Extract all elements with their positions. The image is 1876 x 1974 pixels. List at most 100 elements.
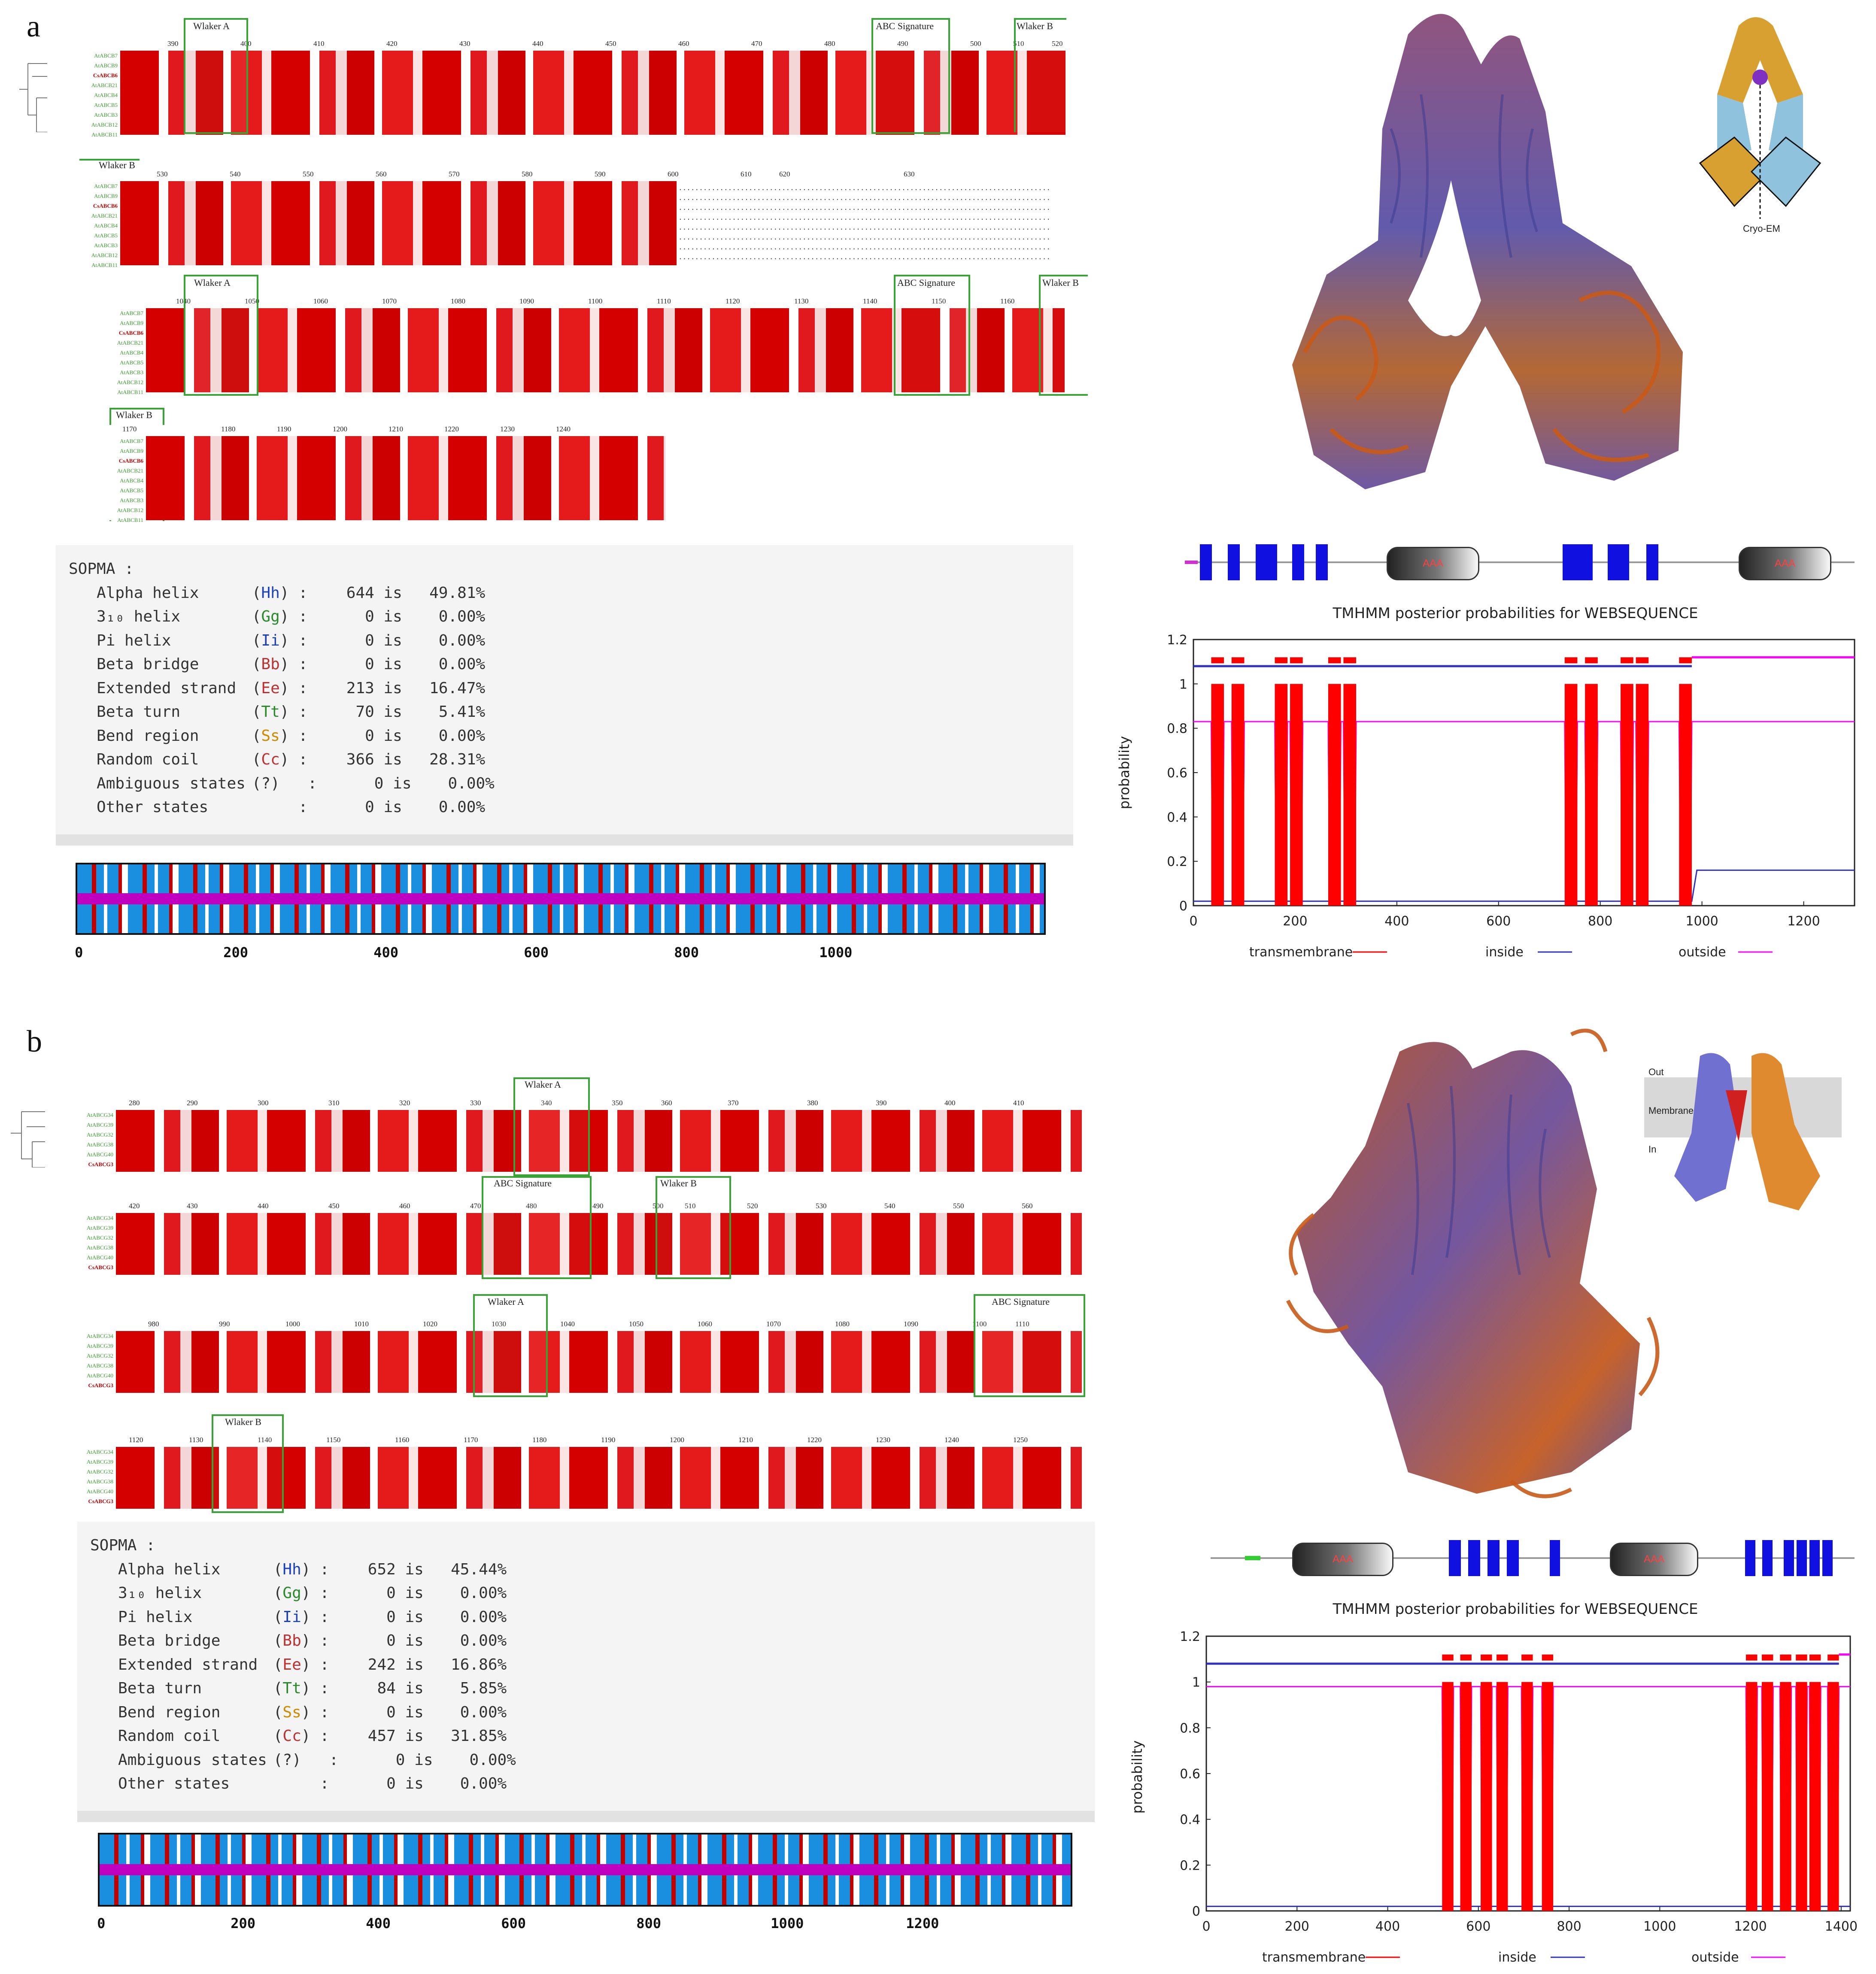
tm-helix xyxy=(1809,1540,1820,1576)
chart-title: TMHMM posterior probabilities for WEBSEQ… xyxy=(1333,1601,1698,1618)
sequence-names: AtABCG34 AtABCG39 AtABCG32 AtABCG38 AtABCG40… xyxy=(52,1447,116,1509)
legend-label: transmembrane xyxy=(1262,1950,1366,1965)
sopma-track-a xyxy=(76,863,1046,935)
tmhmm-chart-b: TMHMM posterior probabilities for WEBSEQ… xyxy=(1129,1601,1858,1965)
alignment-ticks: 980 990 1000 1010 1020 1030 1040 1050 10… xyxy=(148,1320,1029,1328)
tm-peak xyxy=(1231,684,1245,906)
tm-top-marker xyxy=(1442,1654,1454,1661)
divider xyxy=(77,1811,1095,1822)
tm-top-marker xyxy=(1564,657,1578,664)
sopma-axis-a: 0 200 400 600 800 1000 xyxy=(75,944,853,961)
tick: 400 xyxy=(240,39,252,48)
tm-peak xyxy=(1328,684,1341,906)
tm-peak xyxy=(1290,684,1303,906)
alignment-residues xyxy=(120,181,678,265)
walker-b-box xyxy=(212,1414,284,1513)
x-tick-label: 0 xyxy=(1202,1919,1210,1934)
tm-top-marker xyxy=(1542,1654,1554,1661)
abc-signature-label: ABC Signature xyxy=(494,1178,552,1189)
tm-top-marker xyxy=(1275,657,1288,664)
walker-b-label: Wlaker B xyxy=(1017,21,1053,31)
tmhmm-chart-a: TMHMM posterior probabilities for WEBSEQ… xyxy=(1116,605,1855,960)
tm-helix xyxy=(1646,544,1658,580)
abc-signature-box xyxy=(482,1176,592,1279)
tick: 480 xyxy=(824,39,835,48)
walker-a-box xyxy=(473,1294,548,1397)
cryo-em-inset xyxy=(1699,17,1821,219)
tm-helix xyxy=(1200,544,1212,580)
tm-peak xyxy=(1497,1682,1508,1911)
tm-top-marker xyxy=(1679,657,1692,664)
tm-top-marker xyxy=(1746,1654,1758,1661)
tm-peak xyxy=(1809,1682,1821,1911)
tm-peak xyxy=(1275,684,1288,906)
y-tick-label: 0 xyxy=(1192,1904,1200,1919)
tm-peak xyxy=(1564,684,1578,906)
y-tick-label: 0.8 xyxy=(1167,722,1187,737)
alignment-ticks: 420 430 440 450 460 470 480 490 500 510 … xyxy=(129,1202,1033,1210)
tm-helix xyxy=(1256,544,1277,580)
alignment-a-block-3: 1040 1050 1060 1070 1080 1090 1100 1110 … xyxy=(82,297,1065,395)
walker-a-box xyxy=(184,275,258,396)
legend-label: outside xyxy=(1691,1950,1739,1965)
y-tick-label: 0.6 xyxy=(1180,1767,1200,1782)
alignment-b-block-1: 280 290 300 310 320 330 340 350 360 370 … xyxy=(52,1099,1082,1172)
alignment-a-block-4: 1170 1180 1190 1200 1210 1220 1230 1240 … xyxy=(82,425,665,523)
x-tick-label: 1200 xyxy=(1734,1919,1767,1934)
y-tick-label: 0.2 xyxy=(1180,1858,1200,1873)
tm-peak xyxy=(1827,1682,1839,1911)
series-outside xyxy=(1206,1686,1850,1907)
tm-helix xyxy=(1228,544,1240,580)
alignment-ticks: 1170 1180 1190 1200 1210 1220 1230 1240 xyxy=(122,425,571,433)
walker-a-box xyxy=(184,18,248,134)
sequence-names: AtABCG34 AtABCG39 AtABCG32 AtABCG38 AtABCG40… xyxy=(52,1331,116,1393)
walker-a-box xyxy=(513,1077,590,1176)
y-tick-label: 1 xyxy=(1179,677,1187,692)
phylogeny-tree-a xyxy=(19,63,47,132)
chart-title: TMHMM posterior probabilities for WEBSEQ… xyxy=(1333,605,1698,622)
tm-top-marker xyxy=(1290,657,1303,664)
abc-signature-box xyxy=(871,18,950,134)
tm-helix xyxy=(1563,544,1593,580)
alignment-residues xyxy=(120,51,1069,135)
tm-peak xyxy=(1521,1682,1533,1911)
tm-peak xyxy=(1211,684,1224,906)
protein-structure-a xyxy=(1292,14,1683,490)
tm-peak xyxy=(1343,684,1357,906)
x-tick-label: 1200 xyxy=(1787,914,1820,929)
sopma-panel-a: SOPMA : Alpha helix (Hh) : 644 is 49.81%… xyxy=(56,545,1073,846)
x-tick-label: 0 xyxy=(1189,914,1197,929)
tm-top-marker xyxy=(1827,1654,1839,1661)
sopma-track-b xyxy=(98,1833,1072,1907)
tick: 420 xyxy=(386,39,398,48)
phylogeny-tree-b xyxy=(11,1111,45,1167)
abc-signature-box xyxy=(894,275,970,396)
tick: 450 xyxy=(605,39,616,48)
walker-b-label: Wlaker B xyxy=(225,1416,261,1427)
x-tick-label: 200 xyxy=(1285,1919,1309,1934)
walker-b-box xyxy=(1014,18,1066,132)
sopma-text: SOPMA : Alpha helix (Hh) : 652 is 45.44%… xyxy=(90,1537,516,1792)
tick: 390 xyxy=(167,39,179,48)
y-axis-label: probability xyxy=(1129,1741,1145,1814)
alignment-residues xyxy=(146,308,1065,392)
aaa-domain: AAA xyxy=(1292,1543,1393,1576)
abc-signature-label: ABC Signature xyxy=(897,277,956,288)
divider xyxy=(56,834,1073,846)
x-tick-label: 400 xyxy=(1375,1919,1400,1934)
y-tick-label: 0.4 xyxy=(1180,1813,1200,1828)
tm-helix xyxy=(1745,1540,1755,1576)
tm-top-marker xyxy=(1636,657,1649,664)
tm-helix xyxy=(1292,544,1304,580)
tm-top-marker xyxy=(1460,1654,1472,1661)
alignment-residues xyxy=(116,1447,1082,1509)
tm-peak xyxy=(1442,1682,1454,1911)
alignment-ticks: 1120 1130 1140 1150 1160 1170 1180 1190 … xyxy=(129,1436,1028,1444)
y-tick-label: 0.2 xyxy=(1167,855,1187,870)
legend-label: inside xyxy=(1498,1950,1536,1965)
alignment-ticks: 1040 1050 1060 1070 1080 1090 1100 1110 … xyxy=(176,297,1015,305)
alignment-b-block-4: 1120 1130 1140 1150 1160 1170 1180 1190 … xyxy=(52,1436,1082,1509)
tm-top-marker xyxy=(1211,657,1224,664)
tm-top-marker xyxy=(1809,1654,1821,1661)
inset-in-label: In xyxy=(1648,1144,1657,1155)
